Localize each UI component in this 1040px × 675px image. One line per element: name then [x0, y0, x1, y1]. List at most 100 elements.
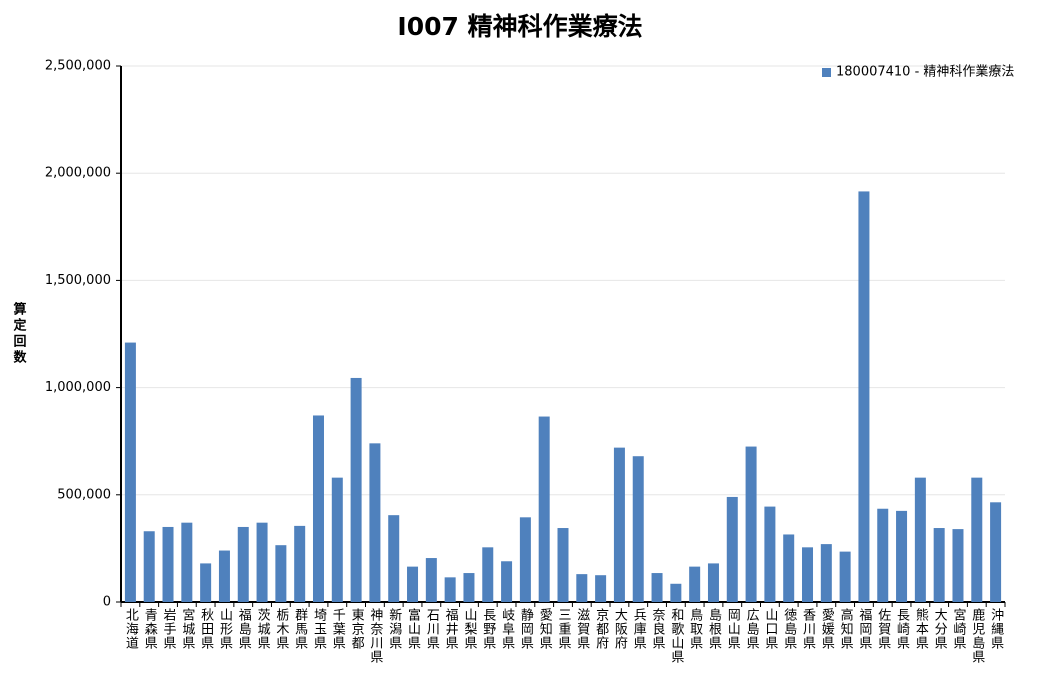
bar: [482, 547, 494, 602]
bar: [519, 517, 531, 602]
bar: [256, 522, 268, 602]
x-tick-label: 群馬県: [292, 608, 308, 650]
bar: [820, 544, 832, 602]
y-tick-label: 1,500,000: [45, 273, 111, 288]
bar: [124, 342, 136, 602]
x-tick-label: 愛媛県: [819, 608, 835, 650]
x-tick-label: 佐賀県: [875, 608, 891, 650]
x-tick-label: 栃木県: [273, 608, 289, 650]
bar: [952, 529, 964, 602]
bar: [444, 577, 456, 602]
bar: [632, 456, 644, 602]
x-tick-label: 奈良県: [650, 608, 666, 650]
y-tick-label: 1,000,000: [45, 380, 111, 395]
x-tick-label: 和歌山県: [668, 608, 684, 664]
x-tick-label: 愛知県: [537, 608, 553, 650]
x-tick-label: 山梨県: [461, 608, 477, 650]
x-tick-label: 滋賀県: [574, 608, 590, 650]
x-tick-label: 北海道: [123, 608, 139, 650]
x-tick-label: 宮崎県: [950, 607, 966, 650]
bar: [802, 547, 814, 602]
x-tick-label: 長野県: [480, 608, 496, 650]
bar: [933, 528, 945, 602]
bar: [557, 528, 569, 602]
x-tick-label: 山形県: [217, 608, 233, 650]
x-tick-label: 徳島県: [781, 608, 797, 650]
x-tick-label: 岩手県: [161, 608, 177, 650]
bar: [990, 502, 1002, 602]
bar: [162, 526, 174, 602]
bar: [764, 506, 776, 602]
x-tick-label: 富山県: [405, 607, 421, 650]
bar: [707, 563, 719, 602]
bar: [369, 443, 381, 602]
bar: [200, 563, 212, 602]
x-tick-label: 鹿児島県: [969, 607, 985, 664]
bar: [350, 377, 362, 602]
bar: [181, 522, 193, 602]
x-tick-label: 島根県: [706, 608, 722, 650]
bar: [143, 531, 155, 602]
x-tick-label: 千葉県: [330, 608, 346, 650]
bar: [726, 496, 738, 602]
x-tick-label: 広島県: [744, 608, 760, 650]
x-tick-label: 埼玉県: [311, 608, 327, 650]
bar: [538, 416, 550, 602]
chart-title: I007 精神科作業療法: [397, 12, 642, 41]
y-tick-label: 2,000,000: [45, 166, 111, 181]
x-tick-label: 京都府: [593, 608, 609, 650]
x-tick-label: 石川県: [424, 608, 440, 650]
bar: [218, 550, 230, 602]
x-tick-label: 福島県: [236, 608, 252, 650]
bar: [294, 525, 306, 602]
bar: [275, 545, 287, 602]
x-tick-label: 静岡県: [518, 608, 534, 650]
x-tick-label: 新潟県: [386, 607, 402, 650]
x-tick-label: 大阪府: [612, 608, 628, 650]
x-tick-label: 岐阜県: [499, 608, 515, 650]
bar: [783, 534, 795, 602]
x-tick-label: 高知県: [838, 607, 854, 650]
bar: [576, 574, 588, 602]
x-tick-label: 熊本県: [913, 607, 929, 650]
bar: [613, 447, 625, 602]
bar: [914, 477, 926, 602]
x-tick-label: 三重県: [556, 608, 572, 650]
bar: [388, 515, 400, 602]
x-tick-label: 秋田県: [198, 608, 214, 650]
y-tick-label: 500,000: [57, 487, 111, 502]
legend-swatch: [822, 68, 831, 77]
y-axis-label: 算定回数: [11, 301, 28, 366]
x-tick-label: 福井県: [443, 608, 459, 650]
bar: [745, 446, 757, 602]
bar: [839, 551, 851, 602]
bar: [651, 573, 663, 602]
bar: [312, 415, 324, 602]
x-tick-label: 福岡県: [856, 608, 872, 650]
x-tick-label: 大分県: [932, 608, 948, 650]
bar: [858, 191, 870, 602]
x-tick-label: 兵庫県: [631, 608, 647, 650]
y-tick-label: 2,500,000: [45, 59, 111, 74]
x-tick-label: 東京都: [349, 607, 365, 650]
legend-label: 180007410 - 精神科作業療法: [836, 64, 1014, 80]
bar: [689, 566, 701, 602]
bar: [425, 558, 437, 602]
bar: [971, 477, 983, 602]
x-tick-label: 神奈川県: [367, 608, 383, 664]
x-tick-label: 山口県: [762, 608, 778, 650]
bar: [501, 561, 513, 602]
x-tick-label: 茨城県: [255, 608, 271, 650]
x-tick-label: 宮城県: [179, 607, 195, 650]
x-tick-label: 青森県: [142, 608, 158, 650]
bar: [331, 477, 343, 602]
y-tick-label: 0: [103, 595, 111, 610]
x-tick-label: 長崎県: [894, 608, 910, 650]
x-tick-label: 香川県: [800, 608, 816, 650]
bar: [896, 510, 908, 602]
bar: [407, 566, 419, 602]
bar: [237, 526, 249, 602]
bar: [877, 508, 889, 602]
x-tick-label: 沖縄県: [988, 608, 1004, 650]
